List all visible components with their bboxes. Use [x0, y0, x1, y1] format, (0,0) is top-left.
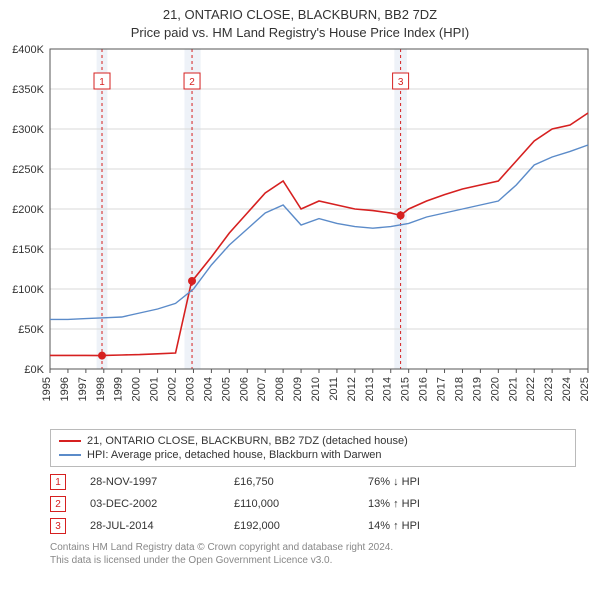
svg-text:2023: 2023 — [543, 377, 555, 401]
svg-text:£300K: £300K — [12, 124, 44, 136]
svg-text:2021: 2021 — [507, 377, 519, 401]
event-date-3: 28-JUL-2014 — [90, 520, 210, 532]
legend-row: 21, ONTARIO CLOSE, BLACKBURN, BB2 7DZ (d… — [59, 434, 567, 448]
event-row: 1 28-NOV-1997 £16,750 76% ↓ HPI — [50, 471, 576, 493]
svg-text:£150K: £150K — [12, 244, 44, 256]
title-line2: Price paid vs. HM Land Registry's House … — [0, 24, 600, 42]
svg-text:2006: 2006 — [238, 377, 250, 401]
event-date-1: 28-NOV-1997 — [90, 476, 210, 488]
svg-text:2022: 2022 — [525, 377, 537, 401]
svg-text:£400K: £400K — [12, 44, 44, 56]
svg-text:2001: 2001 — [149, 377, 161, 401]
svg-text:£250K: £250K — [12, 164, 44, 176]
event-row: 2 03-DEC-2002 £110,000 13% ↑ HPI — [50, 493, 576, 515]
svg-text:1999: 1999 — [113, 377, 125, 401]
legend-label-2: HPI: Average price, detached house, Blac… — [87, 449, 382, 461]
svg-text:2005: 2005 — [220, 377, 232, 401]
event-delta-3: 14% ↑ HPI — [368, 520, 478, 532]
footer-attribution: Contains HM Land Registry data © Crown c… — [50, 541, 576, 567]
svg-text:2020: 2020 — [489, 377, 501, 401]
svg-text:2007: 2007 — [256, 377, 268, 401]
legend-box: 21, ONTARIO CLOSE, BLACKBURN, BB2 7DZ (d… — [50, 429, 576, 467]
svg-text:2025: 2025 — [579, 377, 591, 401]
footer-line1: Contains HM Land Registry data © Crown c… — [50, 541, 576, 554]
svg-text:£100K: £100K — [12, 284, 44, 296]
svg-text:2003: 2003 — [184, 377, 196, 401]
svg-text:1998: 1998 — [95, 377, 107, 401]
event-delta-1: 76% ↓ HPI — [368, 476, 478, 488]
svg-text:£200K: £200K — [12, 204, 44, 216]
svg-text:2017: 2017 — [436, 377, 448, 401]
event-price-2: £110,000 — [234, 498, 344, 510]
svg-text:2: 2 — [189, 77, 195, 88]
event-row: 3 28-JUL-2014 £192,000 14% ↑ HPI — [50, 515, 576, 537]
svg-text:2013: 2013 — [364, 377, 376, 401]
svg-text:2011: 2011 — [328, 377, 340, 401]
event-price-3: £192,000 — [234, 520, 344, 532]
svg-text:2000: 2000 — [131, 377, 143, 401]
legend-row: HPI: Average price, detached house, Blac… — [59, 448, 567, 462]
svg-text:2012: 2012 — [346, 377, 358, 401]
line-chart-svg: £0K £50K £100K £150K £200K £250K £300K £350K £40… — [0, 43, 600, 423]
svg-text:2009: 2009 — [292, 377, 304, 401]
legend-swatch-2 — [59, 454, 81, 456]
event-marker-1: 1 — [50, 474, 66, 490]
svg-text:£50K: £50K — [18, 324, 44, 336]
svg-text:2016: 2016 — [418, 377, 430, 401]
svg-text:2024: 2024 — [561, 377, 573, 401]
svg-text:2019: 2019 — [471, 377, 483, 401]
svg-text:2015: 2015 — [400, 377, 412, 401]
event-price-1: £16,750 — [234, 476, 344, 488]
svg-text:3: 3 — [398, 77, 404, 88]
title-line1: 21, ONTARIO CLOSE, BLACKBURN, BB2 7DZ — [0, 6, 600, 24]
chart-area: £0K £50K £100K £150K £200K £250K £300K £350K £40… — [0, 43, 600, 423]
event-marker-2: 2 — [50, 496, 66, 512]
legend-swatch-1 — [59, 440, 81, 442]
svg-text:£350K: £350K — [12, 84, 44, 96]
svg-text:2002: 2002 — [167, 377, 179, 401]
svg-text:1995: 1995 — [41, 377, 53, 401]
events-table: 1 28-NOV-1997 £16,750 76% ↓ HPI 2 03-DEC… — [50, 471, 576, 537]
legend-label-1: 21, ONTARIO CLOSE, BLACKBURN, BB2 7DZ (d… — [87, 435, 408, 447]
svg-text:2008: 2008 — [274, 377, 286, 401]
svg-text:1: 1 — [99, 77, 105, 88]
svg-text:2004: 2004 — [202, 377, 214, 401]
svg-text:2018: 2018 — [453, 377, 465, 401]
svg-text:1996: 1996 — [59, 377, 71, 401]
svg-text:1997: 1997 — [77, 377, 89, 401]
chart-title: 21, ONTARIO CLOSE, BLACKBURN, BB2 7DZ Pr… — [0, 0, 600, 43]
svg-text:2010: 2010 — [310, 377, 322, 401]
footer-line2: This data is licensed under the Open Gov… — [50, 554, 576, 567]
event-date-2: 03-DEC-2002 — [90, 498, 210, 510]
event-delta-2: 13% ↑ HPI — [368, 498, 478, 510]
event-marker-3: 3 — [50, 518, 66, 534]
svg-text:2014: 2014 — [382, 377, 394, 401]
svg-text:£0K: £0K — [24, 364, 44, 376]
